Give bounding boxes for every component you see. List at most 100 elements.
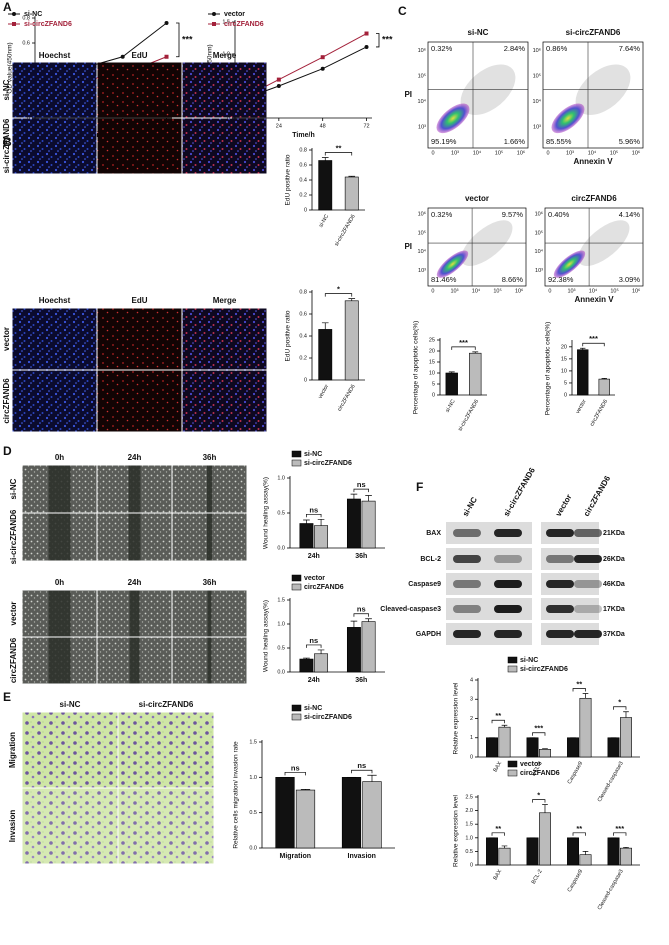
error-bar xyxy=(350,620,358,628)
error-bar xyxy=(303,519,310,524)
y-axis-label: OD value(450nm) xyxy=(7,42,14,93)
x-axis-label: Annexin V xyxy=(574,295,614,304)
y-axis-label: Relative cells migration/ invasion rate xyxy=(233,741,240,849)
error-bar xyxy=(300,788,311,791)
micrograph xyxy=(12,308,97,370)
quadrant-percent: 8.66% xyxy=(502,275,524,284)
significance-bracket xyxy=(613,832,627,836)
bar xyxy=(579,854,592,866)
x-tick-label: 24 xyxy=(276,123,282,129)
significance: ** xyxy=(576,679,582,688)
panel-label: E xyxy=(3,690,11,704)
point xyxy=(364,44,369,49)
y-tick-label: 0 xyxy=(27,115,30,121)
legend-label: si-NC xyxy=(520,657,538,664)
x-tick-label: circZFAND6 xyxy=(589,399,609,428)
protein-label: GAPDH xyxy=(416,631,441,638)
y-tick-label: 0.0 xyxy=(277,545,285,551)
x-axis-label: Time/h xyxy=(292,132,314,139)
x-tick-label: vector xyxy=(318,384,331,400)
column-header: 0h xyxy=(55,453,64,462)
blot-band xyxy=(453,580,481,588)
bar xyxy=(344,176,359,211)
significance-bracket xyxy=(176,22,180,58)
significance: *** xyxy=(382,35,393,45)
lane-label: vector xyxy=(554,493,574,518)
lane-label: si-circZFAND6 xyxy=(502,466,537,518)
y-tick-label: 10⁵ xyxy=(533,72,541,79)
significance-bracket xyxy=(572,688,586,692)
point xyxy=(364,31,369,36)
plot-title: si-NC xyxy=(468,28,489,37)
significance: ** xyxy=(495,711,501,720)
legend-swatch xyxy=(507,665,518,673)
wound-gap xyxy=(129,637,140,684)
significance: * xyxy=(537,791,540,800)
error-bar xyxy=(582,693,589,699)
bar xyxy=(539,748,551,758)
event-density xyxy=(436,250,469,278)
blot-band xyxy=(574,630,602,638)
column-header: 36h xyxy=(203,578,217,587)
y-tick-label: 0.4 xyxy=(299,333,307,339)
legend-marker xyxy=(212,12,216,16)
wound-gap xyxy=(48,637,71,684)
y-tick-label: 15 xyxy=(561,356,567,362)
size-label: 17KDa xyxy=(603,606,625,613)
error-bar xyxy=(542,748,548,750)
bar xyxy=(346,627,361,673)
legend-swatch xyxy=(507,656,518,664)
blot-band xyxy=(453,529,481,537)
blot-band xyxy=(574,580,602,588)
x-tick-label: 10⁶ xyxy=(515,287,523,294)
micrograph xyxy=(12,118,97,174)
bar xyxy=(607,837,620,866)
x-tick-label: 10⁵ xyxy=(610,287,618,294)
wound-gap xyxy=(128,513,141,561)
legend-marker xyxy=(12,22,16,26)
micrograph xyxy=(118,712,214,788)
x-tick-label: 10³ xyxy=(450,288,458,294)
point xyxy=(276,77,281,82)
blot-band xyxy=(494,580,522,588)
size-label: 21KDa xyxy=(603,530,625,537)
bar xyxy=(344,300,359,381)
y-tick-label: 5 xyxy=(564,380,567,386)
significance: ns xyxy=(357,761,366,770)
column-header: 36h xyxy=(203,453,217,462)
bar xyxy=(577,349,589,396)
y-tick-label: 4 xyxy=(470,677,473,683)
error-bar xyxy=(365,495,372,502)
significance: ** xyxy=(495,824,501,833)
bar xyxy=(620,847,632,866)
error-bar xyxy=(321,157,329,161)
y-tick-label: 0.8 xyxy=(299,289,307,295)
x-tick-label: si-circZFAND6 xyxy=(457,399,480,433)
x-tick-label: Caspase9 xyxy=(567,869,585,893)
event-density xyxy=(553,250,586,278)
wound-gap xyxy=(207,513,212,561)
wound-gap xyxy=(128,465,141,513)
error-bar xyxy=(365,618,372,622)
x-tick-label: 10³ xyxy=(567,288,575,294)
x-tick-label: vector xyxy=(575,399,588,415)
error-bar xyxy=(367,774,377,782)
bar xyxy=(445,372,458,396)
y-tick-label: 1.0 xyxy=(277,621,285,627)
legend-swatch xyxy=(507,760,518,768)
micrograph xyxy=(97,370,182,432)
significance-bracket xyxy=(532,799,546,803)
column-header: Hoechst xyxy=(39,296,71,305)
row-label: Invasion xyxy=(8,810,17,843)
error-bar xyxy=(303,657,310,660)
panel-label: B xyxy=(3,135,12,149)
x-tick-label: 10⁵ xyxy=(493,287,501,294)
blot-strip xyxy=(446,598,532,620)
bar xyxy=(318,329,333,381)
significance-bracket xyxy=(572,832,586,836)
quadrant-percent: 81.46% xyxy=(431,275,457,284)
y-tick-label: 0.0 xyxy=(249,845,257,851)
quadrant-percent: 0.32% xyxy=(431,44,453,53)
significance: ns xyxy=(309,505,318,514)
bar xyxy=(526,737,539,758)
